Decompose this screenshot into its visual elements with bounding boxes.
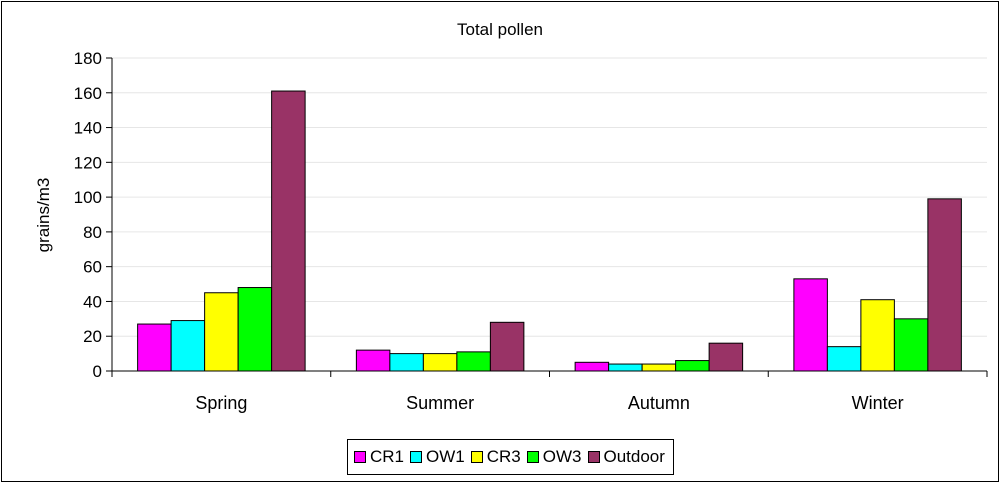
bar-ow1-winter xyxy=(826,346,862,372)
y-tick-label: 100 xyxy=(74,188,102,207)
bar-cr1-summer xyxy=(355,349,391,372)
bar-ow1-autumn xyxy=(608,363,643,372)
bar-ow1-summer xyxy=(389,353,424,372)
legend-swatch xyxy=(587,451,600,463)
bar-outdoor-winter xyxy=(927,198,962,372)
legend-label: OW3 xyxy=(542,447,582,466)
bar-ow3-summer xyxy=(456,351,491,372)
bar-ow3-autumn xyxy=(675,360,710,372)
bar-cr3-summer xyxy=(422,353,458,372)
y-tick-label: 40 xyxy=(83,292,102,311)
legend-swatch xyxy=(410,451,423,463)
legend: CR1 OW1 CR3 OW3 Outdoor xyxy=(347,439,674,475)
legend-label: OW1 xyxy=(426,447,465,466)
x-tick-label: Summer xyxy=(406,393,474,413)
legend-swatch xyxy=(354,451,366,463)
x-tick-label: Winter xyxy=(852,393,904,413)
legend-swatch xyxy=(470,451,483,463)
legend-label: Outdoor xyxy=(603,447,665,466)
y-tick-label: 60 xyxy=(83,258,102,277)
bar-cr3-winter xyxy=(860,299,895,372)
x-tick-label: Spring xyxy=(195,393,247,413)
y-tick-label: 140 xyxy=(74,119,102,138)
bar-cr3-spring xyxy=(204,292,239,372)
y-tick-label: 180 xyxy=(74,49,102,68)
bar-outdoor-autumn xyxy=(708,342,744,372)
legend-item-cr3: CR3 xyxy=(470,447,521,467)
bar-outdoor-spring xyxy=(271,90,306,372)
legend-label: CR3 xyxy=(486,447,521,466)
y-tick-label: 120 xyxy=(74,153,102,172)
y-tick-label: 20 xyxy=(83,327,102,346)
bar-outdoor-summer xyxy=(489,321,525,372)
legend-item-ow1: OW1 xyxy=(410,447,465,467)
x-tick-label: Autumn xyxy=(628,393,690,413)
y-tick-label: 80 xyxy=(83,223,102,242)
bar-cr1-winter xyxy=(793,278,828,372)
legend-item-cr1: CR1 xyxy=(354,447,404,467)
bar-cr3-autumn xyxy=(641,363,677,372)
y-tick-label: 0 xyxy=(93,362,102,381)
bar-cr1-autumn xyxy=(574,361,610,372)
bar-cr1-spring xyxy=(137,323,172,372)
legend-item-ow3: OW3 xyxy=(526,447,582,467)
legend-swatch xyxy=(526,451,539,463)
bar-ow3-spring xyxy=(237,287,273,372)
legend-item-outdoor: Outdoor xyxy=(587,447,665,467)
y-tick-label: 160 xyxy=(74,84,102,103)
bar-ow3-winter xyxy=(893,318,929,372)
bar-ow1-spring xyxy=(170,320,206,372)
legend-label: CR1 xyxy=(370,447,405,466)
chart-title: Total pollen xyxy=(456,20,543,39)
